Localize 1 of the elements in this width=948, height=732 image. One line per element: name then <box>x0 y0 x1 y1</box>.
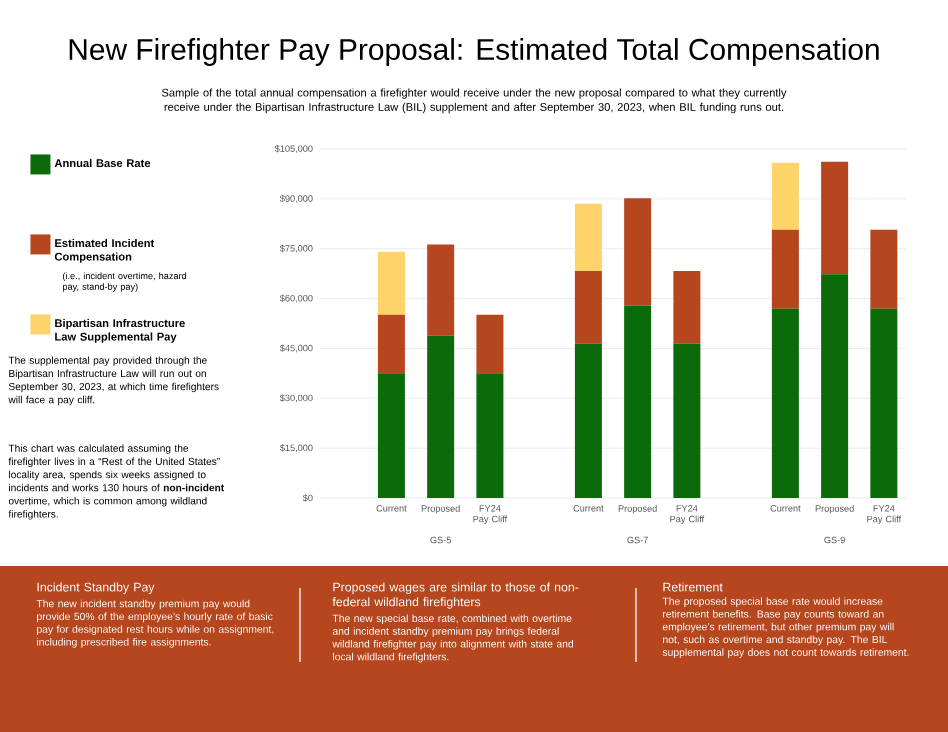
chart-title: New Firefighter Pay Proposal: Estimated Total Compensation <box>69 38 879 66</box>
